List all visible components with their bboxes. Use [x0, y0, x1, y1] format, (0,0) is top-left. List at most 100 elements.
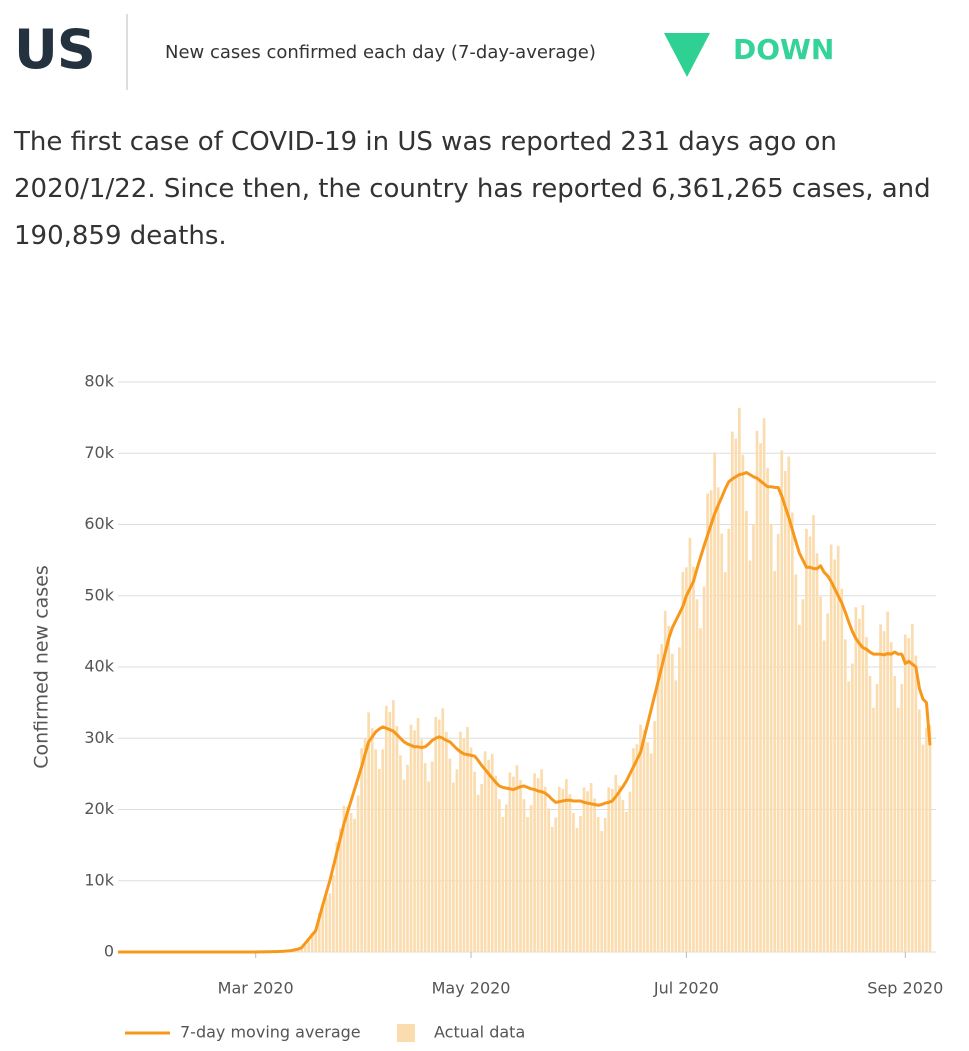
- bar: [522, 799, 526, 952]
- bar: [829, 544, 833, 952]
- x-tick-label: Mar 2020: [218, 979, 294, 998]
- bar: [339, 828, 342, 952]
- bar: [406, 764, 409, 952]
- bar: [367, 712, 371, 952]
- bar: [702, 586, 706, 952]
- bar: [300, 948, 303, 952]
- bar: [812, 515, 815, 952]
- bar: [420, 739, 423, 952]
- bar: [536, 778, 540, 952]
- bar: [752, 524, 755, 952]
- bar: [321, 903, 325, 952]
- bar: [769, 523, 773, 952]
- bar: [579, 816, 582, 952]
- y-tick-label: 30k: [84, 728, 114, 747]
- bar: [741, 454, 745, 952]
- bar: [850, 663, 854, 952]
- bar: [434, 716, 438, 952]
- bar: [459, 731, 462, 952]
- bar: [497, 799, 501, 952]
- bar: [776, 533, 780, 952]
- bar: [317, 913, 321, 952]
- bar: [589, 783, 593, 952]
- bar: [617, 785, 621, 952]
- bar: [377, 769, 381, 952]
- bar: [628, 791, 632, 952]
- bar: [656, 654, 660, 952]
- y-tick-label: 20k: [84, 799, 114, 818]
- bar: [526, 817, 529, 952]
- bar: [798, 624, 801, 952]
- trend-label: DOWN: [733, 33, 835, 66]
- bar: [374, 749, 378, 952]
- bar: [360, 748, 363, 952]
- bar: [342, 805, 346, 952]
- bar: [512, 776, 515, 952]
- bar: [847, 681, 851, 952]
- y-tick-label: 10k: [84, 870, 114, 889]
- bar: [607, 787, 611, 952]
- y-tick-label: 60k: [84, 514, 114, 533]
- bar: [490, 753, 494, 952]
- bar: [879, 624, 882, 952]
- bar: [473, 771, 476, 952]
- bar: [409, 724, 413, 952]
- bar: [822, 640, 826, 952]
- bar: [801, 599, 805, 952]
- bar: [900, 683, 904, 952]
- bar: [840, 588, 844, 952]
- bar: [826, 613, 829, 952]
- bar: [363, 738, 367, 952]
- bar: [540, 769, 543, 952]
- bar: [738, 407, 741, 953]
- bar: [911, 623, 914, 952]
- bar: [455, 769, 459, 952]
- bar: [685, 567, 688, 952]
- bar: [713, 452, 716, 952]
- bar: [508, 772, 512, 952]
- bar: [868, 676, 872, 952]
- bar: [858, 618, 861, 952]
- bar: [448, 758, 452, 952]
- divider: [126, 14, 128, 90]
- bar: [349, 813, 353, 952]
- bar: [476, 794, 480, 952]
- bar: [384, 705, 388, 952]
- bar: [332, 875, 335, 952]
- bar: [328, 893, 332, 952]
- bar: [543, 786, 547, 952]
- bar: [505, 804, 508, 952]
- bar: [370, 728, 374, 952]
- bar: [815, 553, 819, 952]
- bar: [787, 456, 791, 952]
- bar: [314, 928, 318, 952]
- y-axis-label: Confirmed new cases: [31, 565, 53, 769]
- bar: [356, 795, 360, 952]
- bar: [519, 780, 522, 952]
- bar: [547, 808, 551, 952]
- bar: [402, 779, 406, 952]
- bar: [392, 700, 395, 952]
- bar: [575, 828, 579, 952]
- y-tick-label: 70k: [84, 443, 114, 462]
- bar: [561, 788, 565, 952]
- bar: [427, 781, 431, 952]
- bar: [441, 708, 445, 952]
- bar: [582, 787, 586, 952]
- bar: [670, 653, 674, 952]
- bar: [688, 537, 692, 952]
- bar: [335, 842, 339, 952]
- bar: [660, 644, 664, 952]
- bar: [882, 631, 886, 952]
- bar: [303, 945, 307, 952]
- bar: [745, 510, 748, 952]
- bar: [388, 711, 392, 952]
- trend-icon: [664, 33, 710, 77]
- bar: [646, 742, 649, 952]
- bar: [466, 726, 469, 952]
- y-tick-label: 50k: [84, 585, 114, 604]
- bar: [572, 813, 575, 952]
- bar: [783, 471, 787, 952]
- bar: [586, 791, 589, 952]
- bar: [642, 729, 646, 952]
